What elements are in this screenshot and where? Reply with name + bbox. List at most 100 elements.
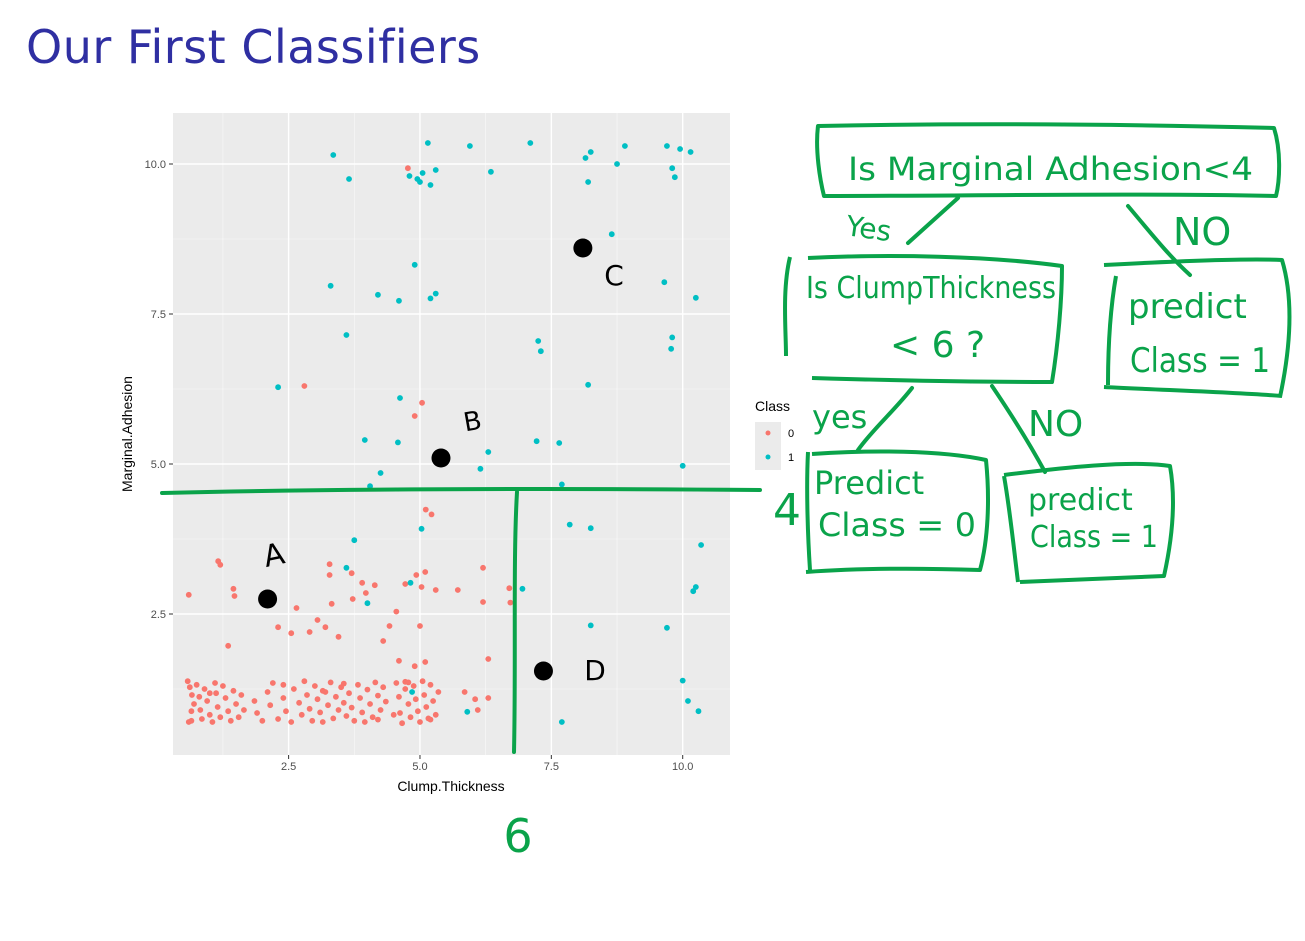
data-point-class-0 xyxy=(275,624,281,631)
data-point-class-0 xyxy=(283,708,289,715)
minor-gridlines xyxy=(173,113,730,755)
y-tick-label: 10.0 xyxy=(145,159,166,171)
data-point-class-1 xyxy=(558,481,565,488)
data-point-class-1 xyxy=(535,338,542,344)
data-point-class-0 xyxy=(405,701,412,707)
data-point-class-0 xyxy=(332,693,339,700)
data-point-class-1 xyxy=(419,170,426,176)
data-point-class-1 xyxy=(407,579,414,586)
data-point-class-0 xyxy=(397,710,403,716)
data-point-class-0 xyxy=(238,692,245,698)
data-point-class-0 xyxy=(288,719,295,725)
y-axis-label: Marginal.Adhesion xyxy=(119,376,135,492)
legend-label-0: 0 xyxy=(788,428,794,440)
data-point-class-0 xyxy=(375,716,381,723)
data-point-class-0 xyxy=(328,600,335,607)
data-point-class-0 xyxy=(461,689,468,695)
tree-inner-box xyxy=(783,254,1064,384)
data-point-class-0 xyxy=(330,715,337,722)
data-point-class-0 xyxy=(349,596,356,602)
data-point-class-0 xyxy=(217,561,224,568)
data-point-class-0 xyxy=(422,569,429,575)
split-line-vertical xyxy=(512,490,519,754)
x-tick-label: 7.5 xyxy=(544,761,559,773)
slide-title: Our First Classifiers xyxy=(26,20,481,74)
data-point-class-1 xyxy=(361,437,368,443)
data-point-class-0 xyxy=(423,704,430,710)
data-point-class-1 xyxy=(395,439,401,446)
highlight-label-d: D xyxy=(584,654,606,687)
data-point-class-0 xyxy=(359,709,366,716)
data-point-class-0 xyxy=(230,687,237,694)
tree-edge-inner-no-label: NO xyxy=(1028,404,1083,445)
data-point-class-1 xyxy=(330,152,337,158)
data-point-class-1 xyxy=(427,182,434,188)
data-point-class-0 xyxy=(417,719,423,725)
data-point-class-0 xyxy=(304,692,310,698)
data-point-class-0 xyxy=(369,714,376,721)
data-point-class-1 xyxy=(692,584,699,590)
highlight-point-c xyxy=(573,238,593,258)
data-point-class-0 xyxy=(485,656,492,662)
data-point-class-1 xyxy=(587,525,594,532)
data-point-class-0 xyxy=(422,506,429,513)
data-point-class-0 xyxy=(212,680,218,686)
major-gridlines xyxy=(173,113,730,755)
split-line-horizontal xyxy=(160,487,762,495)
data-point-class-0 xyxy=(225,642,232,649)
highlight-label-b: B xyxy=(461,406,484,439)
handwritten-annotation: 4 6 Is Marginal Adhesion<4 Yes NO Is Clu… xyxy=(160,122,1292,863)
data-point-class-0 xyxy=(396,657,402,664)
data-point-class-1 xyxy=(488,168,494,175)
legend-title: Class xyxy=(755,398,790,414)
legend-label-1: 1 xyxy=(788,452,794,464)
data-point-class-0 xyxy=(355,681,361,688)
data-point-class-0 xyxy=(188,708,195,715)
data-point-class-0 xyxy=(390,711,397,718)
y-tick-label: 5.0 xyxy=(151,459,166,471)
data-point-class-0 xyxy=(199,716,205,722)
data-point-class-0 xyxy=(405,679,412,686)
data-point-class-0 xyxy=(280,681,287,688)
data-point-class-1 xyxy=(466,143,473,149)
data-point-class-1 xyxy=(622,143,628,149)
data-point-class-1 xyxy=(432,290,439,297)
data-point-class-1 xyxy=(367,483,373,490)
data-point-class-1 xyxy=(343,564,350,571)
data-point-class-0 xyxy=(413,572,420,578)
tree-root-box xyxy=(815,122,1282,198)
data-point-class-0 xyxy=(454,587,461,593)
data-point-class-1 xyxy=(417,179,423,185)
data-point-class-0 xyxy=(393,680,400,686)
tree-edge-no-label: NO xyxy=(1173,210,1231,254)
data-point-class-0 xyxy=(414,708,421,715)
data-point-class-0 xyxy=(325,702,331,709)
data-point-class-1 xyxy=(585,179,592,185)
data-point-class-0 xyxy=(267,702,274,709)
tree-leaf-b-line2: Class = 1 xyxy=(1030,520,1158,555)
data-point-class-0 xyxy=(419,399,425,406)
data-point-class-0 xyxy=(372,679,379,686)
data-point-class-0 xyxy=(348,570,355,577)
data-point-class-0 xyxy=(480,599,486,605)
data-point-class-0 xyxy=(340,699,347,706)
data-point-class-0 xyxy=(402,581,409,587)
data-point-class-0 xyxy=(351,717,358,724)
data-point-class-0 xyxy=(399,720,406,727)
data-point-class-0 xyxy=(407,714,414,721)
data-point-class-0 xyxy=(506,585,513,592)
data-point-class-0 xyxy=(311,683,318,689)
data-point-class-0 xyxy=(474,707,481,713)
data-point-class-0 xyxy=(214,704,221,710)
tree-leaf-a-line1: Predict xyxy=(814,464,924,502)
data-point-class-0 xyxy=(427,716,434,723)
data-point-class-0 xyxy=(435,689,442,695)
data-point-class-1 xyxy=(608,231,615,238)
data-point-class-0 xyxy=(396,693,402,700)
data-point-class-0 xyxy=(280,695,287,701)
tree-leaf-right-box xyxy=(1103,257,1292,398)
data-point-class-1 xyxy=(477,465,484,472)
data-point-class-0 xyxy=(485,695,492,701)
data-point-class-0 xyxy=(275,716,281,722)
